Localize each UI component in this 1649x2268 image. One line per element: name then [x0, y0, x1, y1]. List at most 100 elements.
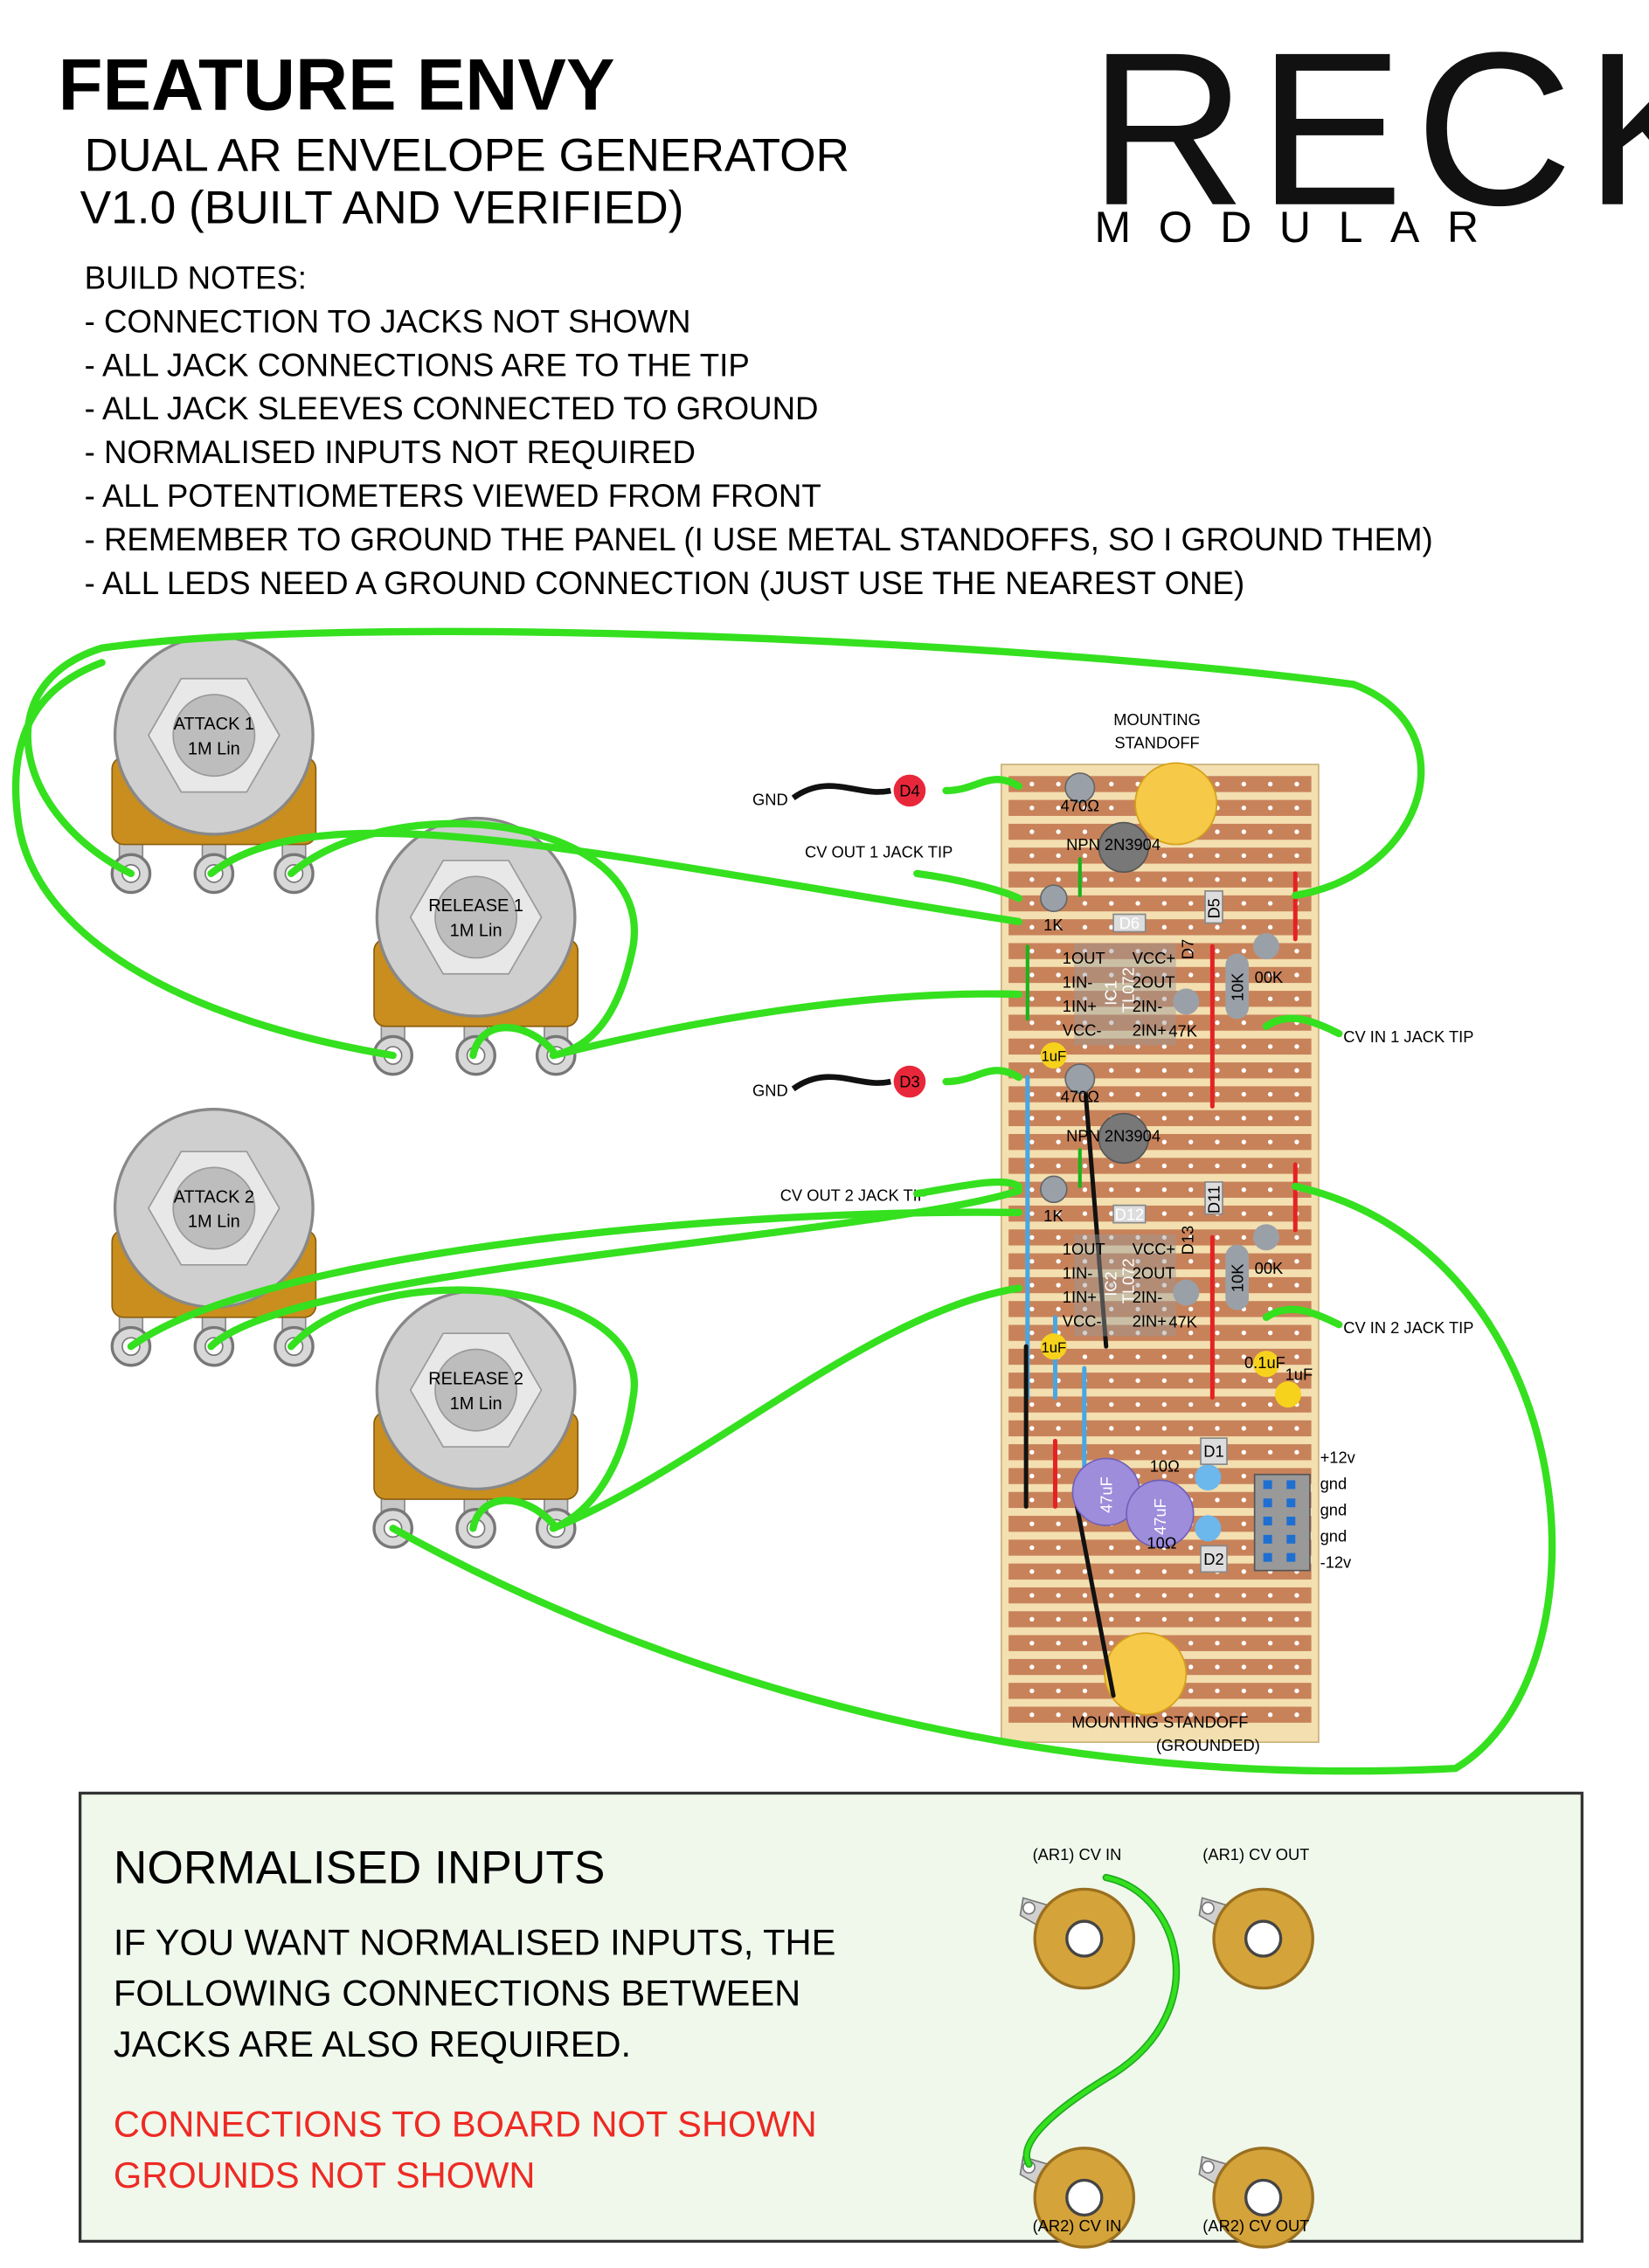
header-label: +12v	[1320, 1448, 1356, 1466]
label: D4	[899, 782, 919, 800]
resistor	[1064, 772, 1096, 804]
hole	[1188, 1712, 1194, 1718]
hole	[1109, 1593, 1114, 1598]
hole	[1241, 1641, 1246, 1646]
hole	[1215, 1593, 1220, 1598]
hole	[1267, 1449, 1273, 1455]
label: 47K	[1168, 1021, 1197, 1040]
hole	[1188, 877, 1194, 882]
hole	[1294, 853, 1299, 859]
label: D12	[1115, 1205, 1145, 1223]
pot-label: 1M Lin	[188, 739, 240, 758]
hole	[1188, 1664, 1194, 1670]
section-title: NORMALISED INPUTS	[114, 1843, 606, 1894]
hole	[1109, 1283, 1114, 1288]
hole	[1161, 948, 1167, 954]
hole	[1188, 1616, 1194, 1622]
label: IC2	[1101, 1271, 1119, 1296]
transistor	[1098, 821, 1149, 874]
wire	[287, 1286, 639, 1532]
wire	[1262, 1305, 1343, 1329]
hole	[1082, 1712, 1088, 1718]
hole	[1188, 1139, 1194, 1144]
ground-wire	[791, 783, 892, 801]
hole	[1215, 1283, 1220, 1288]
hole	[1294, 829, 1299, 834]
label: CV OUT 2 JACK TIP	[780, 1186, 928, 1205]
hole	[1135, 1616, 1140, 1622]
hole	[1267, 1068, 1273, 1073]
hole	[1294, 1593, 1299, 1598]
transistor	[1098, 1112, 1149, 1165]
hole	[1161, 1473, 1167, 1479]
label: D2	[1203, 1550, 1223, 1568]
hole	[1241, 1545, 1246, 1551]
pin-label: 1IN+	[1063, 1288, 1097, 1306]
pot-shaft	[172, 694, 256, 778]
hole	[1294, 1331, 1299, 1336]
hole	[1241, 1593, 1246, 1598]
hole	[1029, 1211, 1035, 1216]
diode	[1112, 913, 1147, 933]
hole	[1161, 901, 1167, 906]
hole	[1029, 1616, 1035, 1622]
hole	[1188, 1545, 1194, 1551]
pin-label: 2OUT	[1133, 1264, 1175, 1283]
diode	[1204, 1181, 1223, 1215]
copper-strip	[1008, 847, 1312, 864]
hole	[1056, 1116, 1061, 1121]
label: 1K	[1043, 916, 1064, 934]
pin-label: 1IN-	[1063, 973, 1093, 992]
wire	[287, 819, 639, 1060]
hole	[1215, 1712, 1220, 1718]
hole	[1294, 1068, 1299, 1073]
hole	[1109, 1378, 1114, 1383]
header-pin	[1263, 1480, 1272, 1490]
hole	[1267, 853, 1273, 859]
hole	[1188, 1378, 1194, 1383]
hole	[1109, 877, 1114, 882]
label: 470Ω	[1061, 796, 1099, 814]
label: 1K	[1043, 1207, 1064, 1225]
hole	[1267, 972, 1273, 978]
hole	[1241, 1688, 1246, 1694]
copper-strip	[1008, 1706, 1312, 1723]
hole	[1294, 1688, 1299, 1694]
hole	[1056, 1163, 1061, 1169]
hole	[1241, 1068, 1246, 1073]
hole	[1188, 1473, 1194, 1479]
hole	[1056, 1545, 1061, 1551]
hole	[1029, 901, 1035, 906]
hole	[1109, 1187, 1114, 1193]
hole	[1109, 1091, 1114, 1097]
hole	[1161, 1020, 1167, 1026]
hole	[1267, 1426, 1273, 1431]
hole	[1294, 806, 1299, 811]
jack-label: (AR2) CV OUT	[1202, 2216, 1309, 2235]
label: 10K	[1228, 1263, 1246, 1292]
pot-label: ATTACK 1	[174, 715, 254, 734]
hole	[1161, 1211, 1167, 1216]
wire	[913, 1178, 1023, 1198]
label: CV IN 1 JACK TIP	[1343, 1027, 1473, 1046]
hole	[1188, 972, 1194, 978]
hole	[1267, 1688, 1273, 1694]
hole	[1029, 1331, 1035, 1336]
label: IC1	[1101, 980, 1119, 1006]
hole	[1161, 1331, 1167, 1336]
hole	[1161, 1426, 1167, 1431]
header-pin	[1286, 1517, 1296, 1526]
hole	[1109, 1259, 1114, 1264]
note: - ALL POTENTIOMETERS VIEWED FROM FRONT	[85, 478, 821, 514]
hole	[1135, 1234, 1140, 1241]
hole	[1056, 1712, 1061, 1718]
label: 00K	[1255, 1259, 1284, 1277]
power-header	[1253, 1473, 1311, 1572]
label: GND	[752, 1082, 788, 1100]
hole	[1029, 1688, 1035, 1694]
hole	[1029, 1187, 1035, 1193]
hole	[1109, 972, 1114, 978]
label: D6	[1119, 914, 1140, 932]
diode	[1204, 890, 1223, 924]
section-text: JACKS ARE ALSO REQUIRED.	[114, 2023, 631, 2064]
